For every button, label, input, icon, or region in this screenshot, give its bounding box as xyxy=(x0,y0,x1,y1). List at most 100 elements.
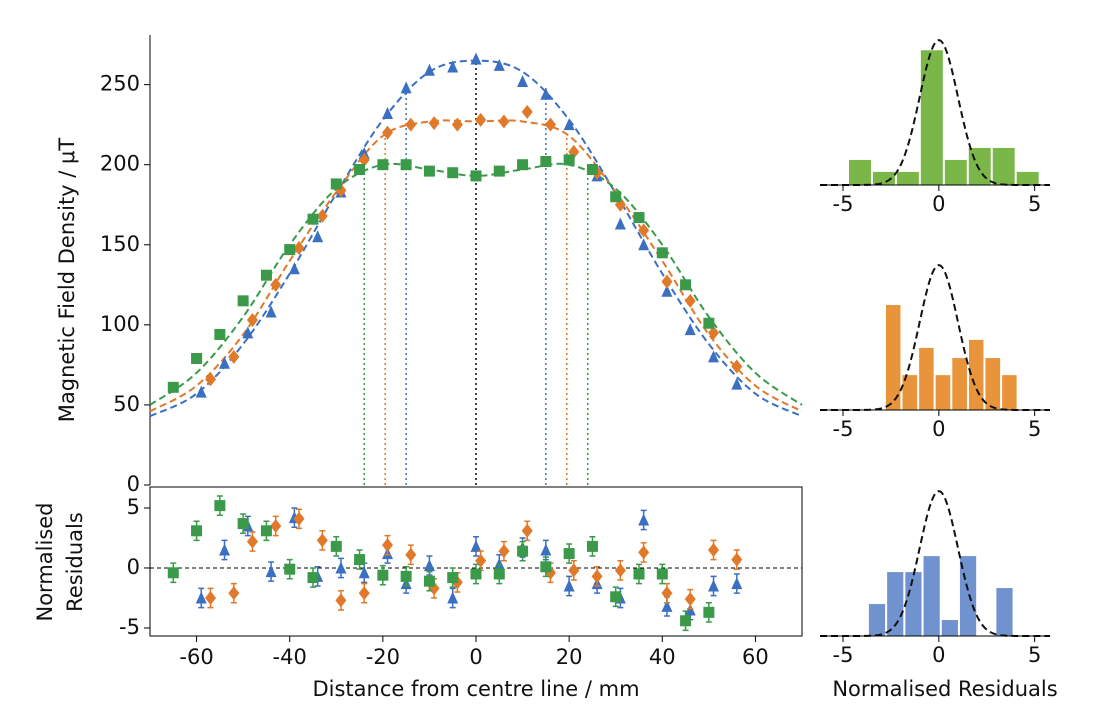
marker xyxy=(703,317,715,329)
marker xyxy=(661,599,673,612)
x-tick-label: 0 xyxy=(932,192,945,216)
marker xyxy=(195,385,207,398)
marker xyxy=(451,117,463,132)
marker xyxy=(638,223,650,238)
y-tick-label: -5 xyxy=(119,615,140,639)
marker xyxy=(521,523,533,538)
histogram-bar xyxy=(992,147,1015,185)
marker xyxy=(563,118,575,131)
x-tick-label: -20 xyxy=(366,645,400,669)
marker xyxy=(423,559,435,572)
marker xyxy=(493,58,505,71)
marker xyxy=(423,165,435,177)
y-tick-label: 100 xyxy=(100,312,140,336)
marker xyxy=(382,106,394,119)
histogram-bar xyxy=(941,620,958,636)
marker xyxy=(447,591,459,604)
marker xyxy=(633,568,645,580)
marker xyxy=(316,208,328,223)
marker xyxy=(498,114,510,129)
marker xyxy=(405,547,417,562)
marker xyxy=(586,540,598,552)
marker xyxy=(731,552,743,567)
marker xyxy=(708,542,720,557)
histogram-bar xyxy=(919,347,934,410)
x-tick-label: 40 xyxy=(649,645,676,669)
marker xyxy=(708,579,720,592)
marker xyxy=(214,500,226,512)
histogram-bar xyxy=(887,572,904,636)
y-tick-label: 50 xyxy=(113,392,140,416)
marker xyxy=(167,567,179,579)
marker xyxy=(400,159,412,171)
x-tick-label: 5 xyxy=(1028,417,1041,441)
marker xyxy=(610,191,622,203)
marker xyxy=(293,240,305,255)
y-axis-label: Normalised xyxy=(33,502,57,621)
x-tick-label: -5 xyxy=(833,192,854,216)
marker xyxy=(382,125,394,140)
x-tick-label: -40 xyxy=(273,645,307,669)
marker xyxy=(205,372,217,387)
marker xyxy=(470,539,482,552)
marker xyxy=(656,247,668,259)
marker xyxy=(191,352,203,364)
x-tick-label: 0 xyxy=(932,417,945,441)
marker xyxy=(661,284,673,297)
marker xyxy=(731,359,743,374)
marker xyxy=(563,548,575,560)
marker xyxy=(237,295,249,307)
marker xyxy=(260,269,272,281)
marker xyxy=(493,165,505,177)
y-tick-label: 250 xyxy=(100,72,140,96)
histogram-bar xyxy=(996,588,1013,636)
histogram-bar xyxy=(896,171,919,185)
marker xyxy=(228,586,240,601)
x-tick-label: 5 xyxy=(1028,192,1041,216)
marker xyxy=(540,543,552,556)
histogram-bar xyxy=(944,159,967,185)
histogram-bar xyxy=(905,572,922,636)
x-tick-label: -60 xyxy=(179,645,213,669)
marker xyxy=(335,561,347,574)
y-tick-label: 0 xyxy=(127,555,140,579)
marker xyxy=(354,164,366,176)
x-tick-label: -5 xyxy=(833,643,854,667)
marker xyxy=(610,591,622,603)
marker xyxy=(731,377,743,390)
marker xyxy=(214,328,226,340)
y-tick-label: 200 xyxy=(100,152,140,176)
marker xyxy=(498,544,510,559)
histogram-bar xyxy=(920,50,943,185)
marker xyxy=(195,591,207,604)
marker xyxy=(265,305,277,318)
marker xyxy=(545,117,557,132)
marker xyxy=(680,279,692,291)
y-tick-label: 5 xyxy=(127,495,140,519)
marker xyxy=(656,568,668,580)
marker xyxy=(447,167,459,179)
marker xyxy=(167,381,179,393)
marker xyxy=(405,117,417,132)
marker xyxy=(358,566,370,579)
histogram-bar xyxy=(902,375,918,410)
histogram-bar xyxy=(968,147,991,185)
marker xyxy=(684,323,696,336)
marker xyxy=(731,577,743,590)
histogram-bar xyxy=(952,358,967,410)
histogram-bar xyxy=(935,375,951,410)
marker xyxy=(312,230,324,243)
marker xyxy=(400,81,412,94)
x-tick-label: 0 xyxy=(932,643,945,667)
marker xyxy=(265,565,277,578)
marker xyxy=(470,170,482,182)
marker xyxy=(382,538,394,553)
marker xyxy=(246,534,258,549)
marker xyxy=(423,575,435,587)
marker xyxy=(354,554,366,566)
marker xyxy=(661,274,673,289)
marker xyxy=(517,74,529,87)
marker xyxy=(307,572,319,584)
marker xyxy=(614,217,626,230)
x-axis-label: Normalised Residuals xyxy=(832,677,1057,701)
